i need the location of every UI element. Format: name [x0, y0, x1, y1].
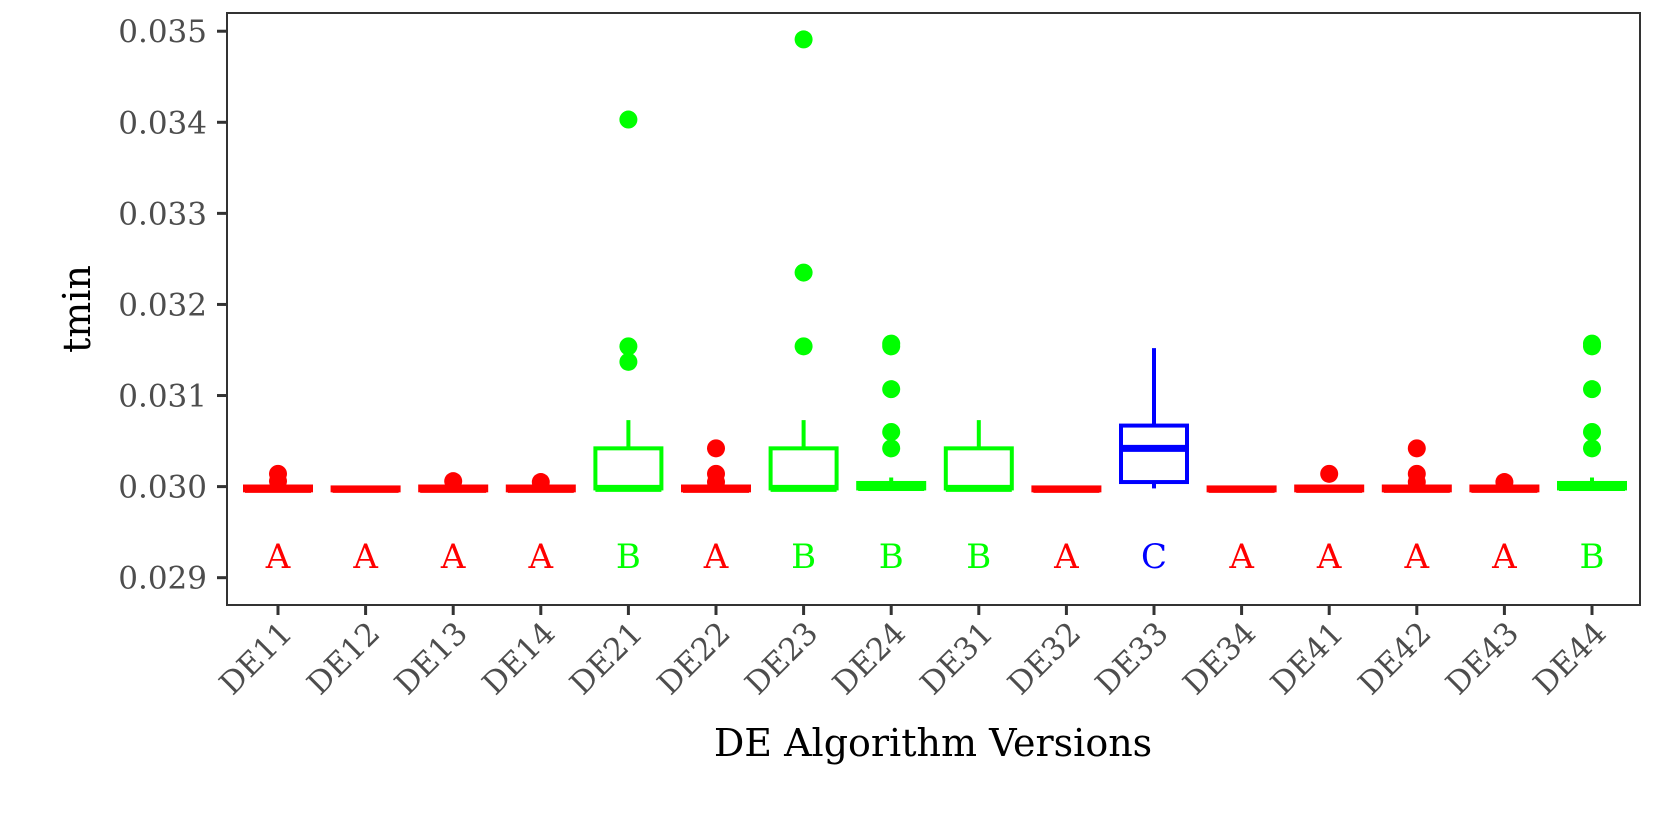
outlier-point — [619, 337, 638, 356]
box-de44 — [1557, 334, 1627, 492]
box-body — [1119, 423, 1189, 485]
y-axis: 0.029 0.030 0.031 0.032 0.033 0.034 0.035 — [118, 14, 227, 597]
outlier-point — [1407, 464, 1426, 483]
group-letter-de42: A — [1404, 537, 1430, 577]
x-tick-label: DE22 — [651, 615, 738, 702]
outlier-point — [1583, 334, 1601, 353]
outlier-point — [619, 352, 638, 371]
y-tick-label: 0.031 — [118, 379, 207, 415]
outlier-point — [619, 110, 638, 129]
y-axis-title: tmin — [55, 265, 99, 353]
group-letter-de11: A — [265, 537, 291, 577]
group-letter-de13: A — [440, 537, 466, 577]
box-de34 — [1206, 485, 1277, 493]
box-body — [768, 446, 839, 491]
box-de31 — [943, 420, 1014, 492]
outlier-point — [1320, 464, 1339, 483]
box-de11 — [243, 464, 313, 493]
group-letter-de31: B — [966, 537, 991, 577]
x-tick-label: DE43 — [1439, 615, 1526, 702]
outlier-point — [1407, 439, 1426, 458]
group-letter-de41: A — [1316, 537, 1342, 577]
x-axis-title: DE Algorithm Versions — [714, 721, 1152, 765]
y-tick-label: 0.029 — [118, 561, 207, 597]
outlier-point — [531, 473, 550, 492]
outlier-point — [794, 263, 813, 282]
y-tick-label: 0.032 — [118, 287, 207, 323]
outlier-point — [882, 439, 901, 458]
box-de43 — [1469, 473, 1540, 493]
outlier-point — [882, 334, 901, 353]
y-tick-label: 0.034 — [118, 105, 207, 141]
x-tick-label: DE31 — [914, 615, 1001, 702]
box-body — [943, 446, 1014, 491]
outlier-point — [269, 464, 287, 483]
group-letter-de34: A — [1228, 537, 1254, 577]
y-tick-label: 0.033 — [118, 196, 207, 232]
group-letter-de22: A — [703, 537, 729, 577]
outlier-point — [1583, 380, 1601, 399]
x-tick-label: DE33 — [1089, 615, 1176, 702]
outlier-point — [1495, 473, 1514, 492]
outlier-point — [794, 30, 813, 49]
x-tick-label: DE11 — [213, 615, 300, 702]
box-de32 — [1031, 485, 1102, 493]
box-de21 — [593, 110, 664, 492]
y-tick-label: 0.035 — [118, 14, 207, 50]
x-tick-label: DE14 — [476, 615, 563, 702]
outlier-point — [444, 472, 463, 491]
box-de12 — [330, 485, 401, 493]
x-tick-label: DE44 — [1527, 615, 1614, 702]
group-letter-de21: B — [616, 537, 641, 577]
group-letter-de23: B — [791, 537, 816, 577]
group-letter-de12: A — [352, 537, 378, 577]
x-tick-label: DE32 — [1001, 615, 1088, 702]
x-tick-label: DE13 — [388, 615, 475, 702]
plot-panel — [226, 12, 1641, 606]
outlier-point — [1583, 422, 1601, 441]
box-body — [593, 446, 664, 491]
x-tick-label: DE24 — [826, 615, 913, 702]
group-letter-de24: B — [879, 537, 904, 577]
outlier-point — [707, 439, 725, 458]
box-de42 — [1381, 439, 1452, 493]
group-letter-de14: A — [528, 537, 554, 577]
outlier-point — [882, 380, 901, 399]
group-letter-de44: B — [1580, 537, 1605, 577]
group-letter-de43: A — [1491, 537, 1517, 577]
x-tick-label: DE21 — [563, 615, 650, 702]
box-de23 — [768, 30, 839, 492]
box-de41 — [1294, 464, 1365, 493]
box-de14 — [505, 473, 576, 493]
x-tick-label: DE23 — [738, 615, 825, 702]
outlier-point — [1583, 439, 1601, 458]
x-tick-label: DE12 — [300, 615, 387, 702]
x-axis: DE11 DE12 DE13 DE14 DE21 DE22 DE23 DE24 DE31 DE32… — [213, 605, 1614, 702]
group-letter-de32: A — [1053, 537, 1079, 577]
x-tick-label: DE41 — [1264, 615, 1351, 702]
outlier-point — [794, 337, 813, 356]
box-de33 — [1119, 348, 1189, 489]
group-letter-de33: C — [1141, 537, 1167, 577]
x-tick-label: DE34 — [1176, 615, 1263, 702]
x-tick-label: DE42 — [1352, 615, 1439, 702]
box-de22 — [681, 439, 751, 493]
box-de24 — [856, 334, 927, 492]
box-series — [243, 30, 1627, 493]
outlier-point — [882, 422, 901, 441]
y-tick-label: 0.030 — [118, 470, 207, 506]
outlier-point — [707, 464, 725, 483]
box-de13 — [418, 472, 489, 493]
